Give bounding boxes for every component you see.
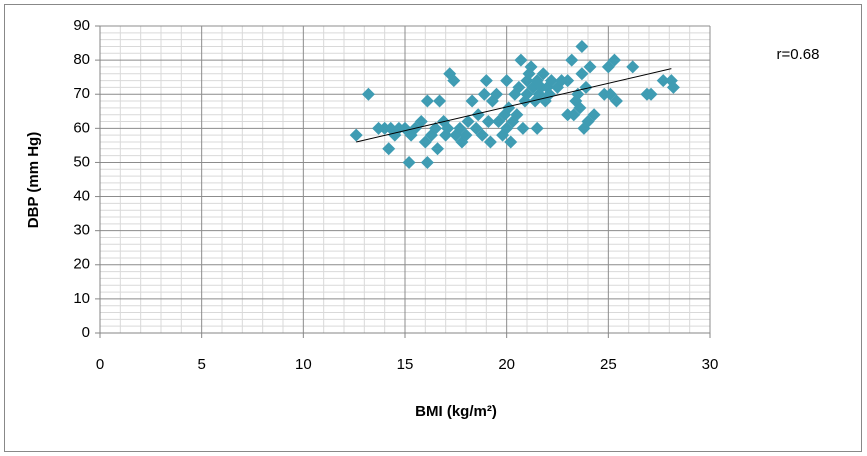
point: [481, 115, 495, 129]
y-tick-label: 80: [73, 51, 90, 68]
point: [587, 108, 601, 122]
point: [536, 67, 550, 81]
point: [583, 60, 597, 74]
point: [471, 108, 485, 122]
point: [575, 67, 589, 81]
point: [441, 121, 455, 135]
y-tick-label: 0: [82, 324, 90, 341]
point: [530, 121, 544, 135]
point: [459, 128, 473, 142]
point: [483, 135, 497, 149]
x-tick-label: 25: [600, 356, 617, 373]
point: [609, 94, 623, 108]
point: [512, 80, 526, 94]
x-tick-label: 15: [397, 356, 414, 373]
x-tick-label: 5: [197, 356, 205, 373]
y-tick-label: 70: [73, 85, 90, 102]
point: [666, 80, 680, 94]
point: [349, 128, 363, 142]
x-axis-title: BMI (kg/m²): [415, 403, 497, 420]
point: [420, 155, 434, 169]
annotation: r=0.68: [777, 46, 820, 63]
point: [490, 87, 503, 101]
y-tick-label: 50: [73, 153, 90, 170]
point: [565, 53, 579, 67]
y-tick-label: 40: [73, 188, 90, 205]
x-tick-label: 0: [96, 356, 104, 373]
point: [382, 142, 396, 156]
point: [504, 135, 518, 149]
point: [402, 155, 416, 169]
chart-border: [4, 4, 862, 452]
point: [361, 87, 375, 101]
y-tick-label: 10: [73, 290, 90, 307]
point: [579, 80, 593, 94]
point: [475, 128, 489, 142]
point: [626, 60, 640, 74]
point: [414, 115, 428, 129]
point: [431, 142, 445, 156]
point: [461, 115, 475, 129]
trendline: [356, 68, 672, 143]
point: [561, 74, 575, 88]
point: [607, 53, 621, 67]
point: [433, 94, 447, 108]
point: [429, 121, 442, 135]
point: [573, 101, 587, 115]
y-tick-label: 60: [73, 119, 90, 136]
point: [514, 53, 528, 67]
point: [477, 87, 491, 101]
y-axis-title: DBP (mm Hg): [25, 132, 42, 228]
point: [510, 108, 524, 122]
y-tick-label: 20: [73, 256, 90, 273]
point: [500, 121, 514, 135]
y-tick-label: 30: [73, 222, 90, 239]
x-tick-label: 20: [498, 356, 515, 373]
x-tick-label: 10: [295, 356, 312, 373]
point: [502, 101, 516, 115]
point: [465, 94, 479, 108]
point: [644, 87, 658, 101]
point: [420, 94, 434, 108]
point: [447, 74, 461, 88]
point: [524, 60, 538, 74]
point: [500, 74, 514, 88]
point: [656, 74, 670, 88]
x-tick-label: 30: [702, 356, 719, 373]
point: [516, 121, 530, 135]
point: [575, 39, 589, 53]
y-tick-label: 90: [73, 17, 90, 34]
point: [479, 74, 493, 88]
